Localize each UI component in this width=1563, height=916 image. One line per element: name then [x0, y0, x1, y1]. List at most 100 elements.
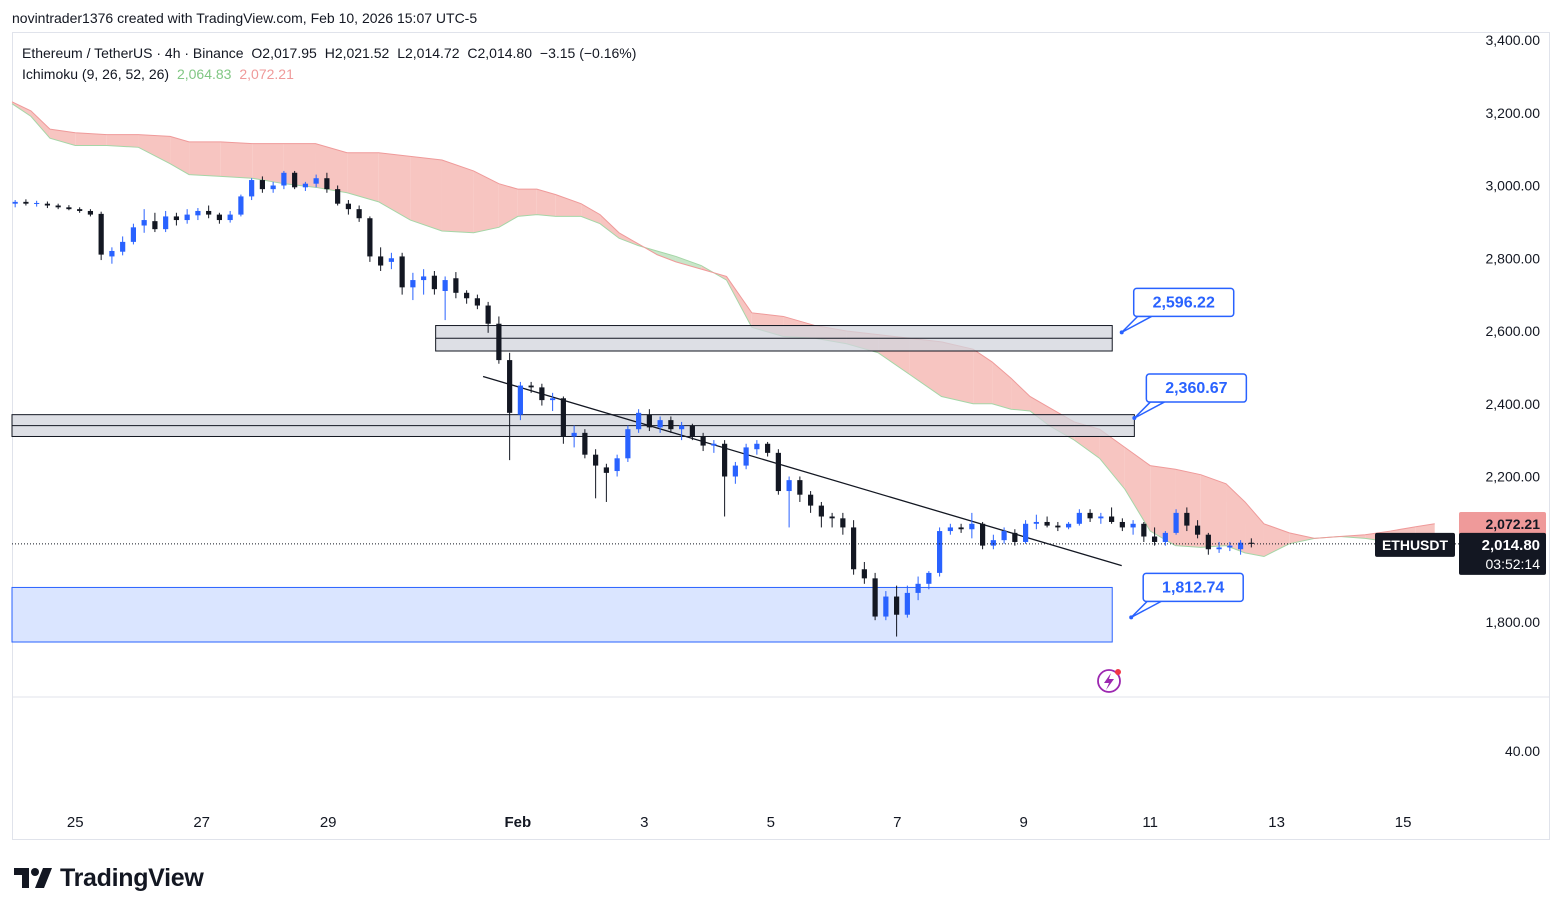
candle-down[interactable] — [722, 440, 728, 517]
candle-down[interactable] — [507, 352, 513, 461]
candle-up[interactable] — [657, 416, 663, 433]
candle-up[interactable] — [926, 571, 932, 590]
candle-down[interactable] — [55, 203, 61, 210]
candle-down[interactable] — [765, 441, 771, 457]
candle-up[interactable] — [1130, 520, 1136, 535]
candle-down[interactable] — [496, 316, 502, 364]
candle-up[interactable] — [227, 210, 233, 223]
candle-up[interactable] — [1162, 531, 1168, 546]
candle-down[interactable] — [98, 211, 104, 261]
candle-down[interactable] — [775, 449, 781, 495]
candle-down[interactable] — [453, 272, 459, 299]
candle-up[interactable] — [636, 409, 642, 433]
candle-down[interactable] — [1044, 516, 1050, 528]
candle-down[interactable] — [464, 290, 470, 304]
candle-up[interactable] — [163, 210, 169, 233]
candle-down[interactable] — [77, 207, 83, 213]
candle-down[interactable] — [259, 176, 265, 193]
candle-up[interactable] — [270, 181, 276, 193]
candle-up[interactable] — [614, 454, 620, 477]
last-price-tag[interactable] — [1459, 532, 1546, 575]
candle-up[interactable] — [34, 200, 40, 207]
candle-down[interactable] — [646, 409, 652, 432]
candle-down[interactable] — [560, 396, 566, 444]
symbol-legend[interactable]: Ethereum / TetherUS · 4h · Binance O2,01… — [22, 45, 640, 61]
candle-down[interactable] — [1012, 529, 1018, 546]
candle-up[interactable] — [754, 440, 760, 455]
candle-up[interactable] — [442, 276, 448, 321]
candle-down[interactable] — [700, 432, 706, 452]
candle-up[interactable] — [947, 523, 953, 535]
candle-down[interactable] — [1205, 532, 1211, 555]
candle-down[interactable] — [539, 383, 545, 406]
symbol-tag[interactable] — [1375, 532, 1455, 557]
candle-down[interactable] — [345, 200, 351, 215]
candle-up[interactable] — [130, 223, 137, 245]
candle-down[interactable] — [292, 170, 298, 190]
candle-down[interactable] — [840, 512, 846, 535]
candle-up[interactable] — [732, 461, 738, 484]
candle-up[interactable] — [1227, 541, 1233, 552]
candle-down[interactable] — [829, 512, 835, 528]
candle-down[interactable] — [689, 423, 695, 441]
candle-down[interactable] — [485, 301, 491, 333]
candle-up[interactable] — [743, 443, 749, 470]
candle-down[interactable] — [1248, 538, 1254, 548]
candle-up[interactable] — [679, 421, 685, 441]
candle-down[interactable] — [1184, 507, 1190, 532]
candle-down[interactable] — [818, 501, 824, 528]
candle-up[interactable] — [1216, 541, 1222, 553]
candle-down[interactable] — [216, 212, 222, 224]
candle-down[interactable] — [324, 172, 330, 193]
candle-down[interactable] — [1194, 520, 1201, 539]
candle-down[interactable] — [1055, 521, 1061, 532]
candle-up[interactable] — [1076, 509, 1082, 526]
candle-down[interactable] — [528, 381, 534, 393]
candle-down[interactable] — [87, 209, 94, 217]
candle-down[interactable] — [872, 572, 878, 621]
candle-down[interactable] — [958, 523, 964, 533]
candle-down[interactable] — [152, 212, 158, 233]
candle-up[interactable] — [1065, 521, 1072, 530]
candle-up[interactable] — [904, 585, 910, 618]
candle-down[interactable] — [603, 463, 609, 502]
candle-up[interactable] — [1237, 540, 1244, 555]
candle-up[interactable] — [786, 476, 792, 528]
lightning-icon[interactable] — [1097, 669, 1121, 693]
candle-down[interactable] — [861, 561, 867, 584]
candle-down[interactable] — [1119, 518, 1125, 532]
candle-up[interactable] — [410, 272, 416, 301]
price-callout-2[interactable]: 1,812.74 — [1129, 572, 1244, 620]
candle-down[interactable] — [367, 216, 373, 262]
candle-up[interactable] — [883, 591, 889, 621]
candle-down[interactable] — [894, 585, 900, 637]
indicator-legend[interactable]: Ichimoku (9, 26, 52, 26) 2,064.83 2,072.… — [22, 66, 298, 82]
candle-up[interactable] — [937, 527, 943, 577]
candle-down[interactable] — [335, 185, 341, 206]
candle-up[interactable] — [388, 252, 394, 270]
candle-down[interactable] — [808, 491, 814, 513]
span-b-price-tag[interactable] — [1459, 511, 1546, 536]
candle-down[interactable] — [23, 199, 29, 206]
blue-demand-zone[interactable] — [11, 586, 1113, 643]
candle-down[interactable] — [431, 270, 437, 295]
candle-down[interactable] — [593, 449, 599, 499]
candle-down[interactable] — [206, 205, 212, 219]
candle-up[interactable] — [1098, 512, 1104, 524]
candle-down[interactable] — [474, 294, 480, 310]
candle-down[interactable] — [378, 247, 384, 271]
candle-down[interactable] — [851, 520, 857, 575]
candle-down[interactable] — [66, 205, 72, 211]
price-callout-1[interactable]: 2,360.67 — [1132, 373, 1248, 421]
candle-down[interactable] — [668, 416, 674, 433]
candle-up[interactable] — [625, 425, 631, 462]
candle-up[interactable] — [249, 178, 255, 201]
candle-down[interactable] — [1087, 509, 1093, 522]
candle-up[interactable] — [184, 209, 190, 224]
candle-up[interactable] — [1023, 520, 1029, 544]
candle-down[interactable] — [1141, 521, 1147, 542]
candle-up[interactable] — [915, 576, 921, 601]
tradingview-logo[interactable]: TradingView — [14, 864, 204, 893]
candle-down[interactable] — [797, 476, 803, 502]
